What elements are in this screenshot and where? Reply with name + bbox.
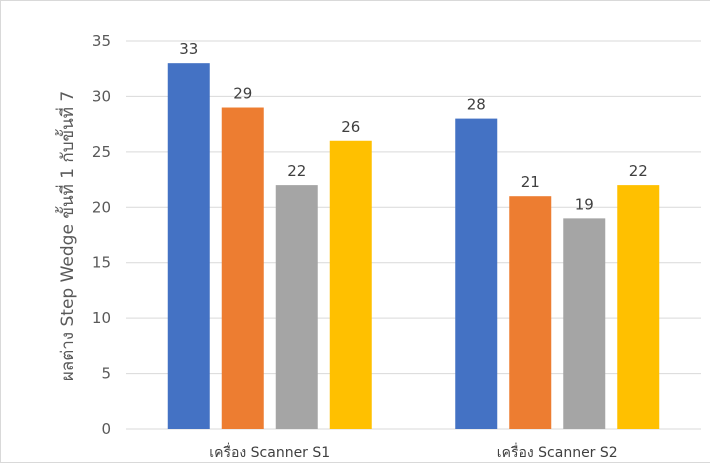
bars <box>167 63 660 430</box>
bar <box>275 185 318 429</box>
y-tick-label: 30 <box>92 87 111 105</box>
bar <box>221 107 264 429</box>
data-label: 21 <box>521 173 540 191</box>
data-label: 33 <box>179 40 198 58</box>
x-category-label: เครื่อง Scanner S1 <box>209 443 330 461</box>
y-tick-label: 10 <box>92 309 111 327</box>
y-tick-label: 20 <box>92 198 111 216</box>
bar <box>329 140 372 429</box>
data-label: 22 <box>287 162 306 180</box>
x-axis-categories: เครื่อง Scanner S1 เครื่อง Scanner S2 <box>209 443 617 461</box>
y-tick-label: 35 <box>92 32 111 50</box>
y-tick-label: 5 <box>101 365 111 383</box>
y-axis-ticks: 0 5 10 15 20 25 30 35 <box>92 32 111 438</box>
data-label: 26 <box>341 118 360 136</box>
y-tick-label: 25 <box>92 143 111 161</box>
data-label: 22 <box>629 162 648 180</box>
x-category-label: เครื่อง Scanner S2 <box>497 443 618 461</box>
data-label: 19 <box>575 195 594 213</box>
data-label: 28 <box>467 96 486 114</box>
y-tick-label: 15 <box>92 254 111 272</box>
gridlines <box>126 40 701 430</box>
bar <box>617 185 660 429</box>
data-label: 29 <box>233 85 252 103</box>
bar <box>563 218 606 429</box>
y-tick-label: 0 <box>101 420 111 438</box>
bar <box>455 118 498 429</box>
bar <box>509 196 552 429</box>
data-labels: 33 29 22 26 28 21 19 22 <box>179 40 648 213</box>
bar <box>167 63 210 430</box>
y-axis-title: ผลต่าง Step Wedge ขั้นที่ 1 กับขั้นที่ 7 <box>55 91 78 381</box>
